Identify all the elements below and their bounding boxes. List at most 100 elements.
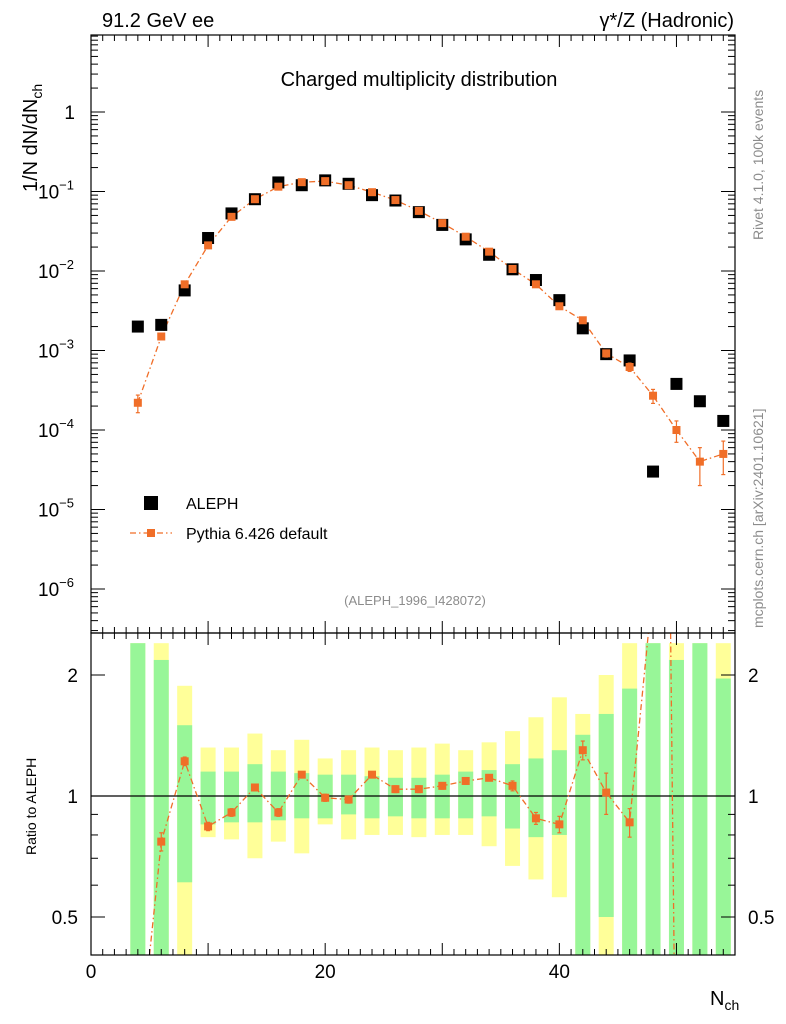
ratio-point bbox=[391, 785, 400, 794]
energy-label: 91.2 GeV ee bbox=[102, 10, 214, 32]
aleph-point bbox=[576, 322, 589, 335]
aleph-point bbox=[155, 318, 168, 331]
ratio-point bbox=[602, 788, 611, 797]
green-band bbox=[341, 774, 357, 815]
pythia-point bbox=[461, 232, 470, 241]
y-tick-label-top: 10−4 bbox=[38, 416, 74, 442]
ratio-point bbox=[461, 776, 470, 785]
pythia-point bbox=[321, 177, 330, 186]
y-tick-label-ratio-right: 0.5 bbox=[748, 908, 774, 929]
x-tick-label: 40 bbox=[549, 962, 570, 983]
y-tick-label-top: 10−1 bbox=[38, 178, 74, 204]
y-tick-label-ratio: 1 bbox=[67, 787, 78, 808]
ratio-point bbox=[274, 808, 283, 817]
green-band bbox=[645, 643, 661, 955]
x-axis-label: Nch bbox=[710, 988, 739, 1013]
y-tick-label-top: 10−2 bbox=[38, 257, 74, 283]
svg-text:1/N dN/dNch: 1/N dN/dNch bbox=[20, 84, 45, 192]
ratio-point bbox=[157, 837, 166, 846]
aleph-point bbox=[693, 395, 706, 408]
pythia-line bbox=[137, 180, 724, 463]
y-tick-label-ratio-right: 2 bbox=[748, 666, 759, 687]
aleph-point bbox=[202, 232, 215, 245]
ratio-plot-panel: 0 20 40 0.5 0.5 1 1 2 2 Ratio to ALEPH Nch bbox=[23, 632, 774, 1013]
x-tick-label: 20 bbox=[315, 962, 336, 983]
green-band bbox=[200, 771, 216, 825]
y-tick-label-ratio: 2 bbox=[67, 666, 78, 687]
legend-marker-pythia bbox=[147, 529, 155, 537]
pythia-point bbox=[368, 188, 377, 197]
pythia-point bbox=[625, 363, 634, 372]
svg-text:Ratio to ALEPH: Ratio to ALEPH bbox=[23, 758, 39, 855]
main-plot-panel: 1 10−1 10−2 10−3 10−4 10−5 10−6 Charged multip… bbox=[20, 34, 736, 634]
green-band bbox=[247, 764, 263, 823]
aleph-point bbox=[717, 414, 730, 427]
aleph-point bbox=[131, 320, 144, 333]
pythia-point bbox=[695, 457, 704, 466]
ratio-plot-frame bbox=[90, 632, 736, 956]
legend-marker-aleph bbox=[144, 496, 158, 510]
aleph-point bbox=[670, 377, 683, 390]
pythia-point bbox=[180, 280, 189, 289]
ratio-point bbox=[438, 781, 447, 790]
green-band bbox=[528, 758, 544, 838]
pythia-point bbox=[555, 302, 564, 311]
pythia-point bbox=[157, 332, 166, 341]
pythia-point bbox=[297, 178, 306, 187]
ratio-point bbox=[414, 785, 423, 794]
process-label: γ*/Z (Hadronic) bbox=[600, 10, 734, 32]
pythia-point bbox=[250, 195, 259, 204]
pythia-point bbox=[672, 426, 681, 434]
pythia-point bbox=[531, 280, 540, 289]
ratio-point bbox=[508, 781, 517, 790]
pythia-point bbox=[485, 247, 494, 256]
pythia-point bbox=[719, 449, 728, 458]
svg-text:Rivet 4.1.0, 100k events: Rivet 4.1.0, 100k events bbox=[750, 90, 766, 240]
pythia-point bbox=[204, 241, 213, 250]
pythia-point bbox=[602, 349, 611, 358]
y-tick-label-top: 10−6 bbox=[38, 575, 74, 601]
green-band bbox=[598, 713, 614, 917]
ratio-point bbox=[368, 770, 377, 779]
green-band bbox=[692, 643, 708, 955]
y-tick-label-top: 10−3 bbox=[38, 337, 74, 363]
rivet-label: Rivet 4.1.0, 100k events bbox=[750, 90, 766, 240]
ratio-point bbox=[204, 822, 213, 831]
ratio-point bbox=[180, 757, 189, 766]
legend-label-aleph: ALEPH bbox=[186, 496, 238, 513]
pythia-point bbox=[578, 316, 587, 325]
ratio-point bbox=[227, 808, 236, 817]
y-tick-label-ratio-right: 1 bbox=[748, 787, 759, 808]
green-band bbox=[153, 659, 169, 955]
ratio-point bbox=[344, 795, 353, 804]
x-tick-label: 0 bbox=[86, 962, 97, 983]
pythia-point bbox=[508, 264, 517, 273]
ratio-point bbox=[555, 820, 564, 829]
pythia-point bbox=[414, 206, 423, 215]
green-band bbox=[130, 643, 146, 955]
y-tick-label-top: 1 bbox=[64, 103, 75, 124]
green-band bbox=[715, 678, 731, 955]
y-tick-label-ratio: 0.5 bbox=[52, 908, 78, 929]
legend-label-pythia: Pythia 6.426 default bbox=[186, 526, 328, 543]
svg-text:Nch: Nch bbox=[710, 988, 739, 1013]
green-band bbox=[364, 776, 380, 819]
analysis-id: (ALEPH_1996_I428072) bbox=[344, 593, 486, 608]
svg-text:mcplots.cern.ch [arXiv:2401.10: mcplots.cern.ch [arXiv:2401.10621] bbox=[750, 409, 766, 628]
legend: ALEPH Pythia 6.426 default bbox=[130, 496, 328, 543]
ratio-point bbox=[531, 814, 540, 823]
ratio-line bbox=[148, 632, 675, 956]
y-axis-label-top: 1/N dN/dNch bbox=[20, 84, 45, 192]
y-tick-label-top: 10−5 bbox=[38, 496, 74, 522]
y-axis-label-ratio: Ratio to ALEPH bbox=[23, 758, 39, 855]
ratio-point bbox=[250, 783, 259, 792]
ratio-point bbox=[485, 773, 494, 782]
pythia-point bbox=[649, 391, 658, 400]
pythia-point bbox=[344, 181, 353, 190]
mcplots-label: mcplots.cern.ch [arXiv:2401.10621] bbox=[750, 409, 766, 628]
ratio-point bbox=[625, 818, 634, 827]
chart-title: Charged multiplicity distribution bbox=[281, 69, 558, 91]
green-band bbox=[411, 777, 427, 819]
pythia-point bbox=[133, 398, 142, 407]
